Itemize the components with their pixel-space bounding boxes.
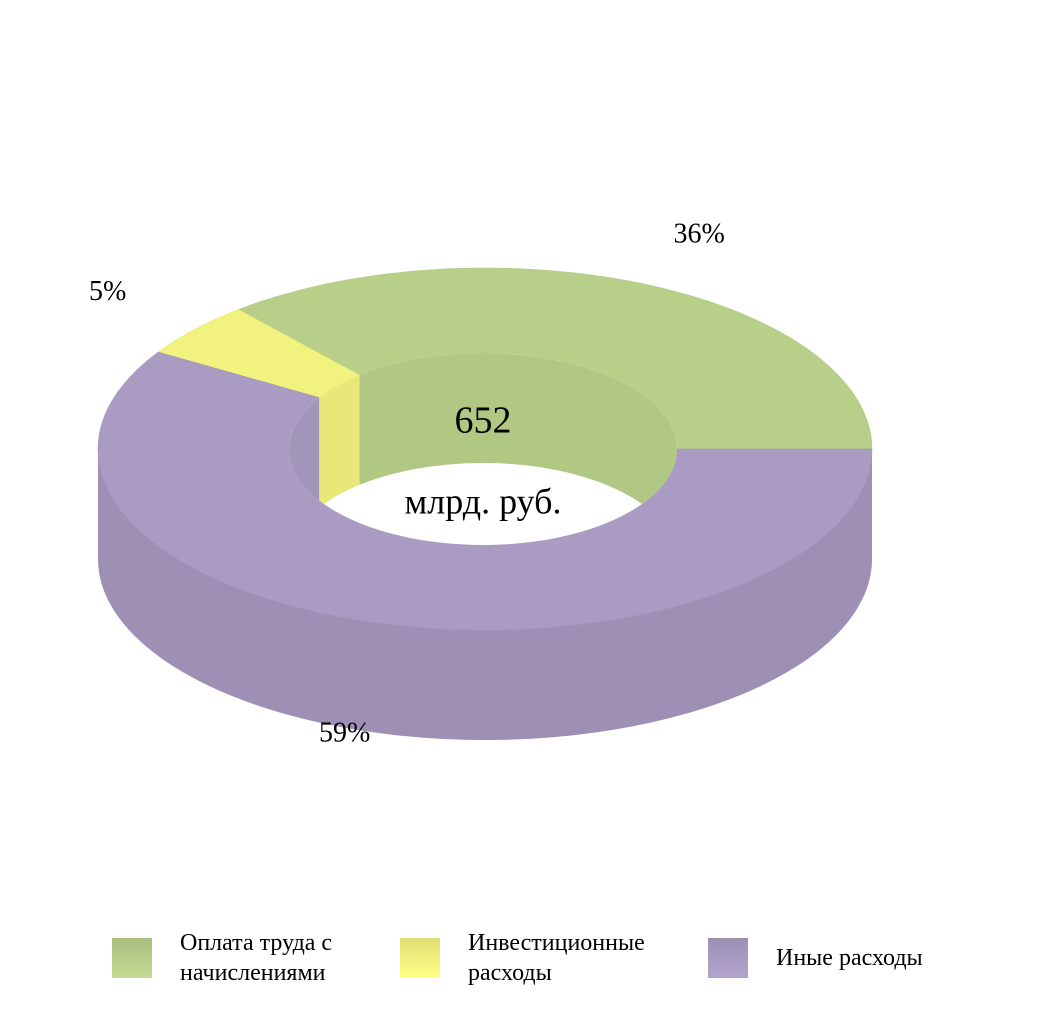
- legend-item: Инвестиционные расходы: [400, 928, 678, 988]
- legend-label: Оплата труда с начислениями: [180, 930, 333, 986]
- slice-inner-side: [319, 375, 360, 508]
- legend: Оплата труда с начислениями Инвестиционны…: [112, 928, 1006, 988]
- value-label: 59%: [319, 717, 370, 748]
- slice-side: [98, 449, 872, 740]
- total-unit: млрд. руб.: [405, 481, 562, 521]
- total-value: 652: [455, 400, 512, 442]
- legend-label: Иные расходы: [776, 945, 923, 971]
- legend-swatch: [112, 938, 152, 978]
- legend-swatch: [708, 938, 748, 978]
- legend-swatch: [400, 938, 440, 978]
- value-label: 36%: [674, 219, 725, 250]
- legend-label: Инвестиционные расходы: [468, 930, 645, 986]
- legend-item: Оплата труда с начислениями: [112, 928, 370, 988]
- donut-3d: 36% 5% 59% 652 млрд. руб.: [89, 219, 873, 748]
- legend-item: Иные расходы: [708, 928, 976, 988]
- value-label: 5%: [89, 276, 126, 307]
- slice-inner-side: [359, 353, 677, 545]
